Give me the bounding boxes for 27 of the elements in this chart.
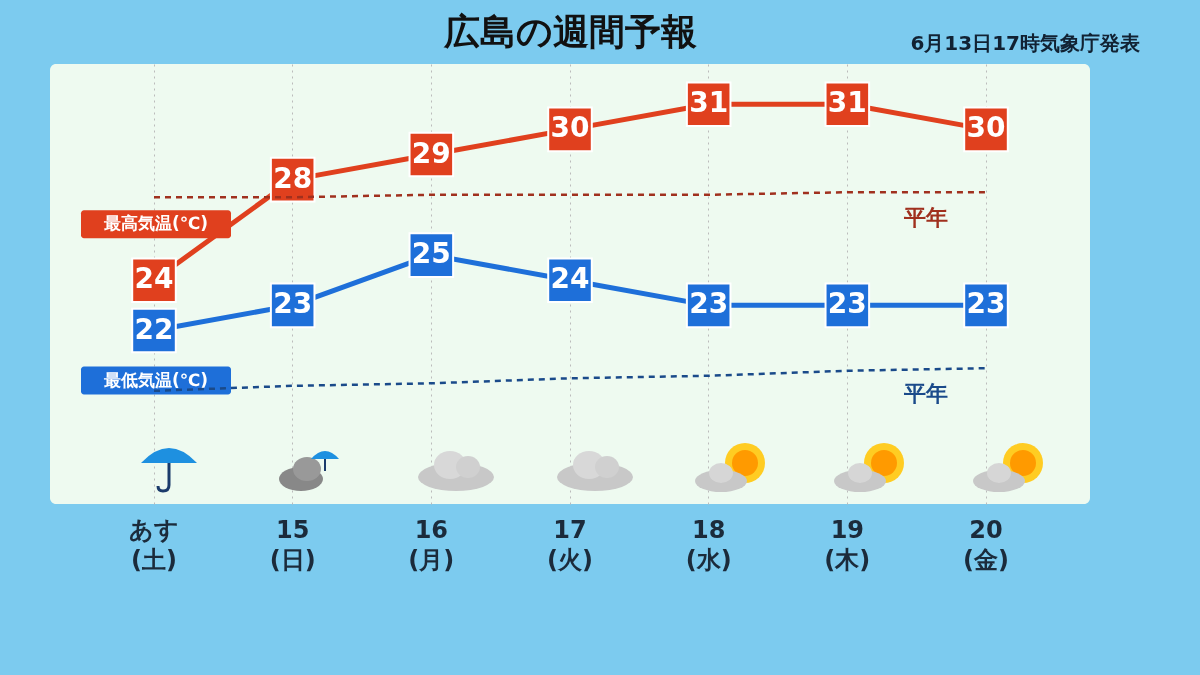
data-label: 25	[411, 237, 451, 271]
series-label: 最高気温(℃)	[102, 213, 209, 234]
data-label: 28	[273, 161, 313, 195]
data-label: 24	[550, 262, 590, 296]
series-label: 最低気温(℃)	[102, 369, 209, 390]
text: 6月13日17時気象庁発表	[910, 30, 1140, 57]
x-tick-label: 20 (金)	[963, 515, 1009, 574]
data-label: 24	[134, 262, 174, 296]
data-label: 23	[966, 287, 1006, 321]
series-label: 平年	[903, 205, 948, 231]
data-label: 23	[273, 287, 313, 321]
x-tick-label: 19 (木)	[824, 515, 871, 574]
data-label: 31	[827, 86, 867, 120]
data-label: 30	[966, 111, 1006, 145]
data-label: 23	[689, 287, 729, 321]
x-tick-label: 16 (月)	[408, 515, 455, 574]
data-label: 29	[411, 136, 451, 170]
x-tick-label: 17 (火)	[547, 515, 593, 574]
x-tick-label: 15 (日)	[269, 515, 316, 574]
data-label: 22	[134, 312, 174, 346]
data-label: 31	[689, 86, 729, 120]
chart-title: 広島の週間予報	[442, 11, 697, 52]
x-tick-label: 18 (水)	[685, 515, 732, 574]
data-label: 23	[827, 287, 867, 321]
series-label: 平年	[903, 381, 948, 407]
x-tick-label: あす (土)	[129, 515, 179, 574]
data-label: 30	[550, 111, 590, 145]
